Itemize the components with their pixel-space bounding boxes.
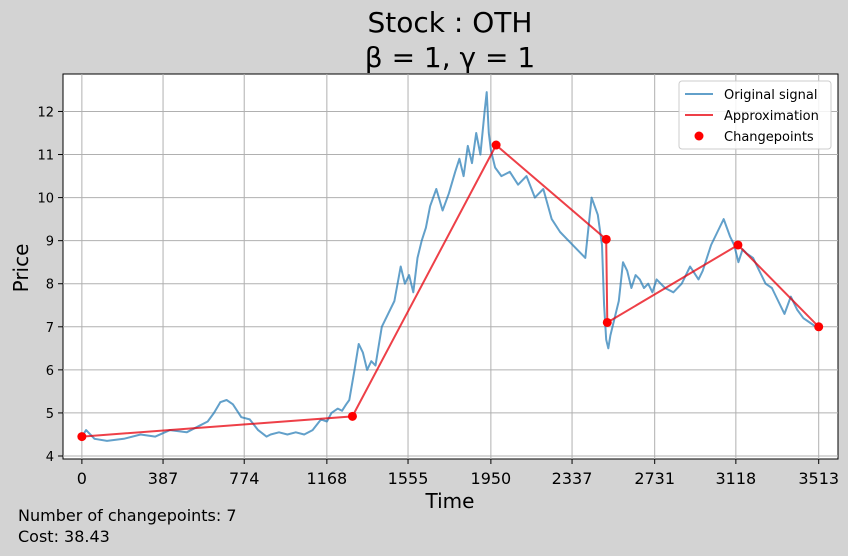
y-axis-label: Price	[9, 244, 33, 293]
x-axis-label: Time	[425, 489, 475, 513]
cost-value: Cost: 38.43	[18, 527, 110, 546]
y-tick-label: 8	[46, 278, 54, 293]
x-tick-label: 1555	[388, 469, 429, 488]
changepoint-marker	[814, 322, 824, 332]
x-tick-label: 2731	[634, 469, 675, 488]
y-tick-label: 4	[46, 450, 54, 465]
changepoint-marker	[77, 432, 87, 442]
y-tick-label: 10	[37, 192, 54, 207]
legend-box	[678, 80, 832, 150]
x-tick-label: 1950	[471, 469, 512, 488]
legend-approx-label: Approximation	[724, 109, 819, 124]
series-layer	[77, 91, 824, 442]
y-tick-label: 11	[37, 149, 54, 164]
x-tick-label: 774	[229, 469, 260, 488]
legend-changepoints-label: Changepoints	[724, 130, 814, 145]
legend: Original signal Approximation Changepoin…	[678, 80, 832, 150]
x-tick-label: 3513	[798, 469, 839, 488]
y-tick-label: 12	[37, 105, 54, 120]
y-ticks: 4 5 6 7 8 9 10 11 12	[37, 105, 63, 465]
legend-changepoints-swatch	[694, 131, 704, 141]
y-tick-label: 7	[46, 321, 54, 336]
x-tick-label: 3118	[715, 469, 756, 488]
changepoint-marker	[602, 317, 612, 327]
changepoint-marker	[491, 140, 501, 150]
chart-title-line2: β = 1, γ = 1	[365, 41, 535, 74]
changepoint-marker	[601, 234, 611, 244]
y-tick-label: 6	[46, 364, 54, 379]
chart-title-line1: Stock : OTH	[368, 6, 533, 39]
legend-signal-label: Original signal	[724, 88, 817, 103]
x-ticks: 0 387 774 1168 1555 1950 2337 2731 3118 3513	[77, 459, 839, 488]
original-signal-line	[81, 91, 819, 442]
x-tick-label: 2337	[552, 469, 593, 488]
changepoint-marker	[733, 240, 743, 250]
changepoints-count: Number of changepoints: 7	[18, 506, 237, 525]
x-tick-label: 387	[148, 469, 179, 488]
y-tick-label: 5	[46, 407, 54, 422]
x-tick-label: 0	[77, 469, 87, 488]
y-tick-label: 9	[46, 235, 54, 250]
x-tick-label: 1168	[306, 469, 347, 488]
changepoint-marker	[347, 411, 357, 421]
